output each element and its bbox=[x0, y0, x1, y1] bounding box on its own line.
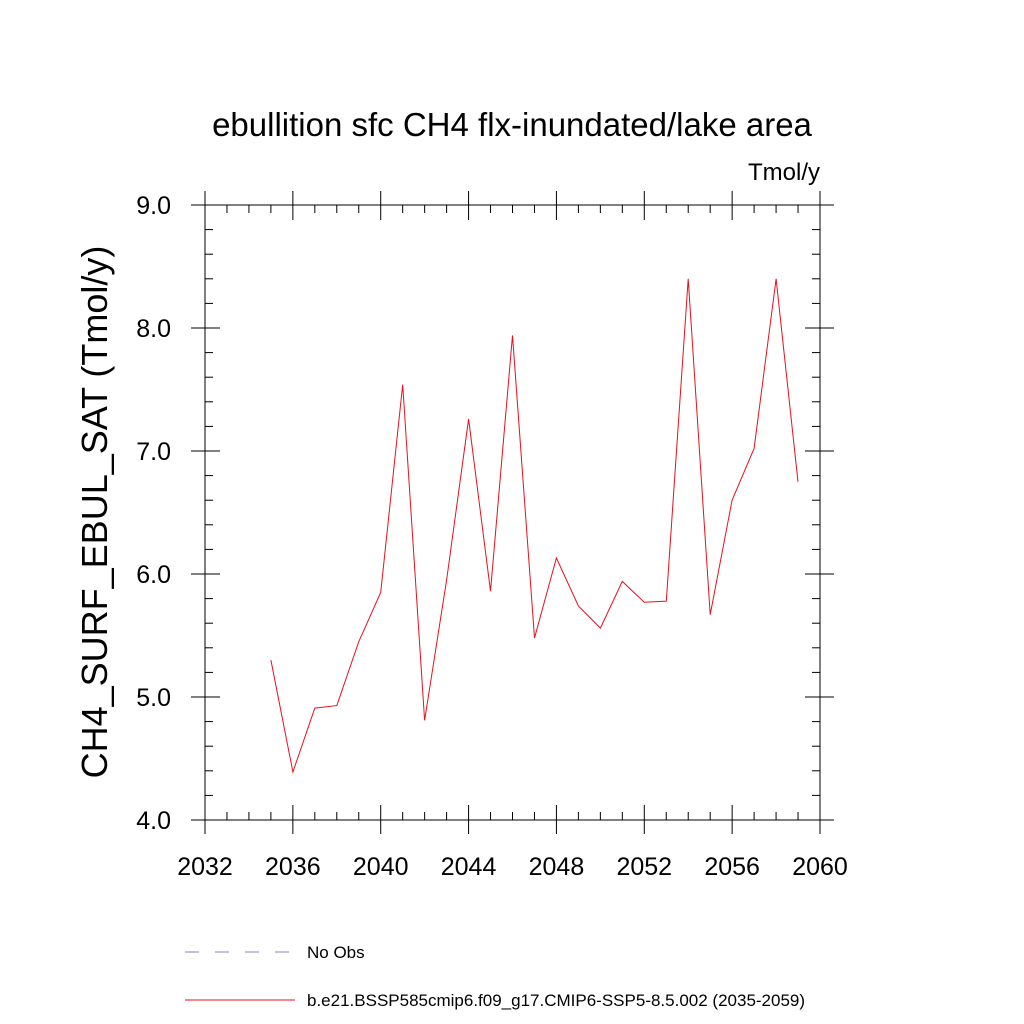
legend: No Obs b.e21.BSSP585cmip6.f09_g17.CMIP6-… bbox=[185, 943, 805, 1010]
x-tick-label: 2040 bbox=[353, 853, 409, 881]
y-tick-label: 4.0 bbox=[136, 807, 171, 835]
legend-label-no-obs: No Obs bbox=[307, 943, 365, 962]
axis-tick-labels: 2032 2036 2040 2044 2048 2052 2056 2060 4.0 5.0 6.… bbox=[136, 192, 848, 881]
x-tick-label: 2060 bbox=[792, 853, 848, 881]
legend-label-model: b.e21.BSSP585cmip6.f09_g17.CMIP6-SSP5-8.… bbox=[307, 991, 805, 1010]
axis-ticks bbox=[191, 191, 834, 834]
units-label: Tmol/y bbox=[748, 159, 820, 186]
x-tick-label: 2048 bbox=[529, 853, 585, 881]
x-tick-label: 2032 bbox=[177, 853, 233, 881]
y-tick-label: 9.0 bbox=[136, 192, 171, 220]
y-tick-label: 5.0 bbox=[136, 684, 171, 712]
x-tick-label: 2044 bbox=[441, 853, 497, 881]
data-series bbox=[270, 278, 799, 774]
x-tick-label: 2036 bbox=[265, 853, 321, 881]
y-axis-label: CH4_SURF_EBUL_SAT (Tmol/y) bbox=[74, 246, 115, 779]
y-tick-label: 6.0 bbox=[136, 561, 171, 589]
x-tick-label: 2056 bbox=[704, 853, 760, 881]
y-tick-label: 8.0 bbox=[136, 315, 171, 343]
series-line bbox=[270, 278, 799, 774]
chart-title: ebullition sfc CH4 flx-inundated/lake ar… bbox=[212, 106, 812, 143]
y-tick-label: 7.0 bbox=[136, 438, 171, 466]
x-tick-label: 2052 bbox=[616, 853, 672, 881]
plot-frame bbox=[204, 204, 821, 821]
